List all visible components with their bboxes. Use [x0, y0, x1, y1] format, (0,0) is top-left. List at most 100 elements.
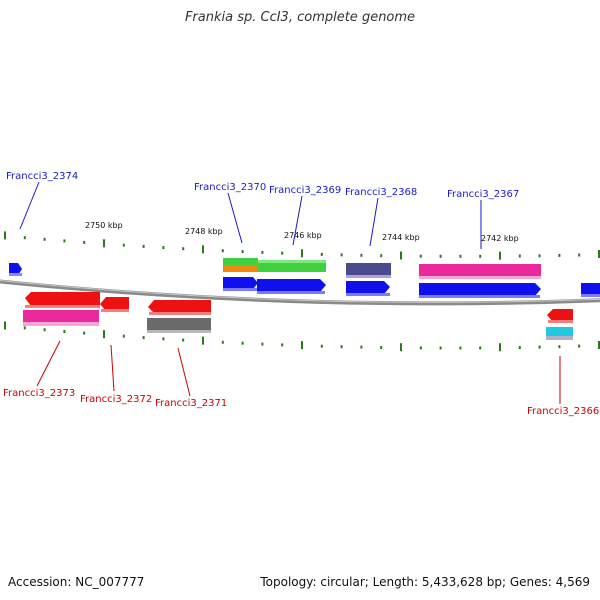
scale-tick-bottom [103, 330, 105, 339]
cds-francci3-2369[interactable] [257, 279, 326, 292]
cds-francci3-2367[interactable] [419, 283, 541, 296]
scale-tick-bottom [83, 331, 86, 335]
scale-tick-bottom [142, 336, 145, 340]
scale-tick-bottom [479, 346, 482, 350]
scale-tick-top [4, 231, 6, 240]
scale-tick-bottom [261, 342, 264, 346]
scale-tick-top [558, 253, 561, 257]
scale-tick-bottom [23, 326, 26, 330]
scale-tick-top [221, 249, 224, 253]
scale-tick-bottom [360, 345, 363, 349]
scale-tick-bottom [301, 341, 303, 350]
scale-tick-bottom [162, 337, 165, 341]
gene-bar-francci3-2366[interactable] [546, 327, 573, 336]
scale-tick-top [202, 245, 204, 254]
genome-summary-text: Topology: circular; Length: 5,433,628 bp… [260, 575, 590, 589]
scale-tick-bottom [598, 341, 600, 349]
gene-label-francci3-2370[interactable]: Francci3_2370 [194, 182, 266, 193]
scale-tick-top [439, 254, 442, 258]
scale-tick-bottom [439, 346, 442, 350]
cds-francci3-2371[interactable] [148, 300, 211, 313]
scale-label: 2746 kbp [284, 231, 322, 240]
scale-tick-top [518, 254, 521, 258]
scale-tick-bottom [63, 330, 66, 333]
scale-tick-bottom [380, 346, 383, 349]
scale-tick-bottom [459, 346, 462, 350]
scale-tick-top [23, 236, 26, 240]
scale-tick-top [261, 250, 264, 254]
scale-tick-top [578, 253, 581, 257]
scale-tick-top [281, 251, 284, 255]
cds-francci3-2368[interactable] [346, 281, 390, 294]
map-title: Frankia sp. CcI3, complete genome [184, 10, 416, 25]
scale-label: 2744 kbp [382, 233, 420, 242]
scale-tick-bottom [241, 341, 244, 345]
genome-backbone [0, 279, 600, 306]
gene-label-francci3-2373[interactable]: Francci3_2373 [3, 388, 75, 399]
scale-tick-bottom [499, 343, 501, 352]
scale-tick-top [479, 254, 482, 258]
scale-label: 2750 kbp [85, 221, 123, 230]
scale-tick-bottom [518, 346, 521, 349]
scale-ticks-top [4, 231, 600, 260]
scale-tick-bottom [538, 345, 541, 349]
scale-tick-top [499, 251, 501, 260]
gene-bar-francci3-2370[interactable] [223, 258, 258, 265]
cds-francci3-2372[interactable] [100, 297, 129, 311]
scale-tick-bottom [43, 328, 46, 332]
cds-francci3-2374[interactable] [9, 263, 22, 275]
scale-tick-top [380, 254, 383, 258]
scale-tick-top [320, 252, 323, 256]
scale-tick-top [459, 254, 462, 258]
cds-partial-right[interactable] [581, 283, 600, 295]
scale-tick-top [400, 251, 402, 260]
gene-label-francci3-2372[interactable]: Francci3_2372 [80, 394, 152, 405]
scale-label: 2748 kbp [185, 227, 223, 236]
scale-tick-top [419, 254, 422, 258]
gene-bar-francci3-2373[interactable] [23, 310, 99, 322]
scale-tick-bottom [182, 338, 185, 342]
scale-tick-bottom [221, 340, 224, 344]
gene-bar-francci3-2368[interactable] [346, 263, 391, 275]
scale-tick-top [241, 250, 244, 254]
gene-label-francci3-2371[interactable]: Francci3_2371 [155, 398, 227, 409]
gene-label-francci3-2366[interactable]: Francci3_2366 [527, 406, 599, 417]
scale-tick-top [63, 239, 66, 243]
reverse-features [23, 292, 573, 340]
scale-tick-top [538, 254, 541, 258]
scale-tick-bottom [419, 346, 422, 350]
scale-tick-top [122, 243, 125, 247]
scale-tick-bottom [4, 321, 6, 330]
scale-label: 2742 kbp [481, 234, 519, 243]
cds-francci3-2373[interactable] [25, 292, 100, 306]
scale-tick-bottom [281, 343, 284, 347]
cds-francci3-2370[interactable] [223, 277, 258, 289]
gene-label-francci3-2369[interactable]: Francci3_2369 [269, 185, 341, 196]
scale-tick-top [43, 237, 46, 241]
gene-label-francci3-2368[interactable]: Francci3_2368 [345, 187, 417, 198]
scale-tick-top [360, 253, 363, 257]
accession-text: Accession: NC_007777 [8, 575, 145, 589]
gene-label-francci3-2374[interactable]: Francci3_2374 [6, 171, 78, 182]
scale-tick-top [83, 240, 86, 244]
scale-tick-top [103, 239, 105, 248]
forward-features [9, 258, 600, 298]
gene-bar-francci3-2367[interactable] [419, 264, 541, 276]
scale-tick-bottom [202, 336, 204, 345]
scale-tick-bottom [578, 344, 581, 348]
scale-tick-top [301, 249, 303, 258]
scale-tick-top [142, 244, 145, 248]
cds-francci3-2366[interactable] [547, 309, 573, 322]
gene-label-francci3-2367[interactable]: Francci3_2367 [447, 189, 519, 200]
scale-tick-bottom [400, 343, 402, 352]
scale-tick-bottom [122, 334, 125, 338]
scale-tick-top [162, 246, 165, 250]
scale-tick-bottom [340, 345, 343, 349]
scale-tick-bottom [320, 344, 323, 348]
scale-tick-top [182, 247, 185, 251]
scale-tick-bottom [558, 345, 561, 349]
label-leaders [19, 181, 561, 404]
scale-tick-top [598, 250, 600, 258]
gene-bar-francci3-2371[interactable] [147, 318, 211, 330]
scale-ticks-bottom [4, 321, 600, 352]
